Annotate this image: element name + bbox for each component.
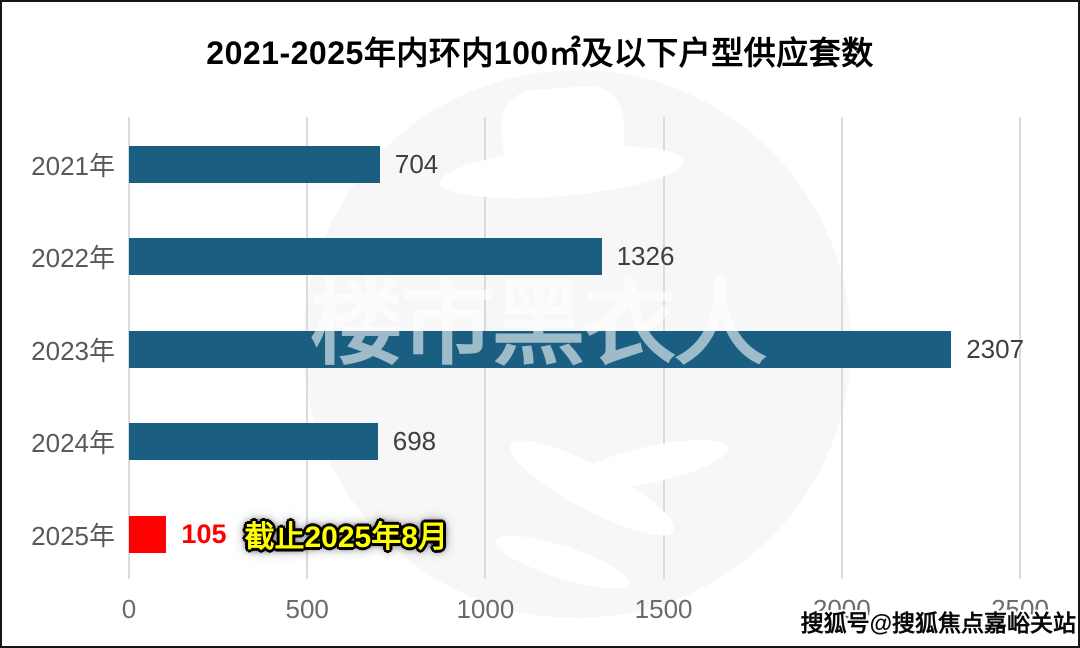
category-label: 2024年 bbox=[31, 428, 115, 459]
bar bbox=[129, 330, 952, 368]
bar-row: 2024年 698 bbox=[31, 423, 1020, 461]
sohu-watermark: 搜狐号@搜狐焦点嘉峪关站 bbox=[800, 610, 1076, 636]
value-label: 105 bbox=[181, 518, 227, 549]
bar-row: 2022年 1326 bbox=[31, 238, 1020, 276]
category-label: 2025年 bbox=[31, 520, 115, 551]
bar bbox=[129, 238, 602, 276]
page-title: 2021-2025年内环内100㎡及以下户型供应套数 bbox=[206, 35, 874, 71]
x-axis-tick-label: 2500 bbox=[991, 594, 1049, 624]
bar bbox=[129, 423, 378, 461]
x-axis-tick-label: 1000 bbox=[456, 594, 515, 624]
category-label: 2023年 bbox=[31, 335, 115, 366]
category-label: 2021年 bbox=[31, 151, 115, 181]
x-axis-tick-label: 500 bbox=[285, 594, 329, 624]
x-axis-tick-label: 1500 bbox=[634, 594, 693, 624]
bar-row: 2023年 2307 bbox=[31, 330, 1024, 368]
gridline bbox=[1019, 117, 1021, 579]
bar-row: 2025年 105 截止2025年8月 bbox=[31, 515, 1020, 554]
bar bbox=[129, 515, 167, 553]
annotation-badge: 截止2025年8月 bbox=[244, 521, 448, 555]
plot-area: 2021年 704 2022年 1326 2023年 2307 2024年 698 2025年 1… bbox=[31, 117, 1024, 579]
x-axis-tick-label: 0 bbox=[121, 594, 137, 624]
value-label: 1326 bbox=[616, 241, 675, 272]
value-label: 698 bbox=[392, 426, 437, 457]
bar-row: 2021年 704 bbox=[31, 146, 1020, 183]
category-label: 2022年 bbox=[31, 243, 115, 274]
value-label: 704 bbox=[394, 149, 439, 179]
value-label: 2307 bbox=[966, 333, 1025, 364]
bar bbox=[129, 146, 380, 183]
